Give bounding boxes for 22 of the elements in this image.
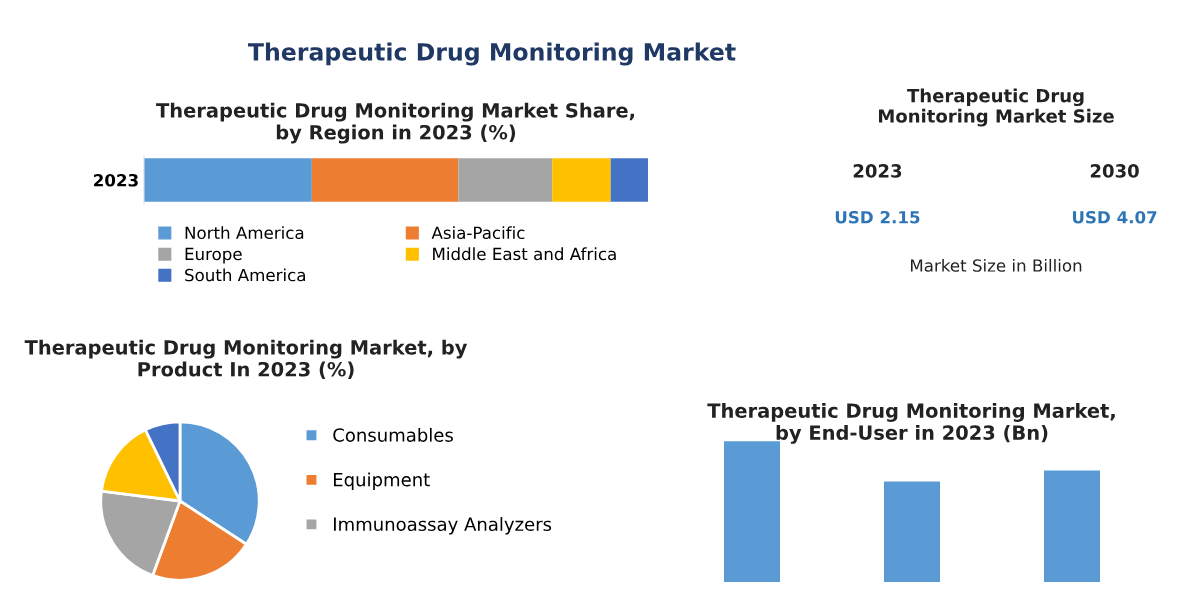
text: Market Size in Billion <box>910 258 1082 272</box>
text: Therapeutic Drug Monitoring Market Size <box>879 88 1114 127</box>
legend-label: North America <box>185 226 304 240</box>
bar <box>610 158 648 202</box>
legend-label: Europe <box>185 247 242 264</box>
text: 2030 <box>1090 164 1139 178</box>
legend-label: Consumables <box>333 427 453 442</box>
chart-title: Therapeutic Drug Monitoring Market, by End-User in 2023 (Bn) <box>707 402 1115 444</box>
bar <box>311 158 459 202</box>
legend-label: Middle East and Africa <box>433 247 616 261</box>
text: USD 4.07 <box>1072 210 1157 224</box>
text: Therapeutic Drug Monitoring Market <box>247 42 736 66</box>
legend-label: Asia-Pacific <box>431 226 525 240</box>
chart-title: Therapeutic Drug Monitoring Market, by Product In 2023 (%) <box>24 339 468 379</box>
chart-title: Therapeutic Drug Monitoring Market Share, by Region in 2023 (%) <box>156 102 635 144</box>
legend-label: South America <box>185 268 305 282</box>
bar <box>552 158 611 202</box>
legend-label: Equipment <box>334 472 430 490</box>
text: 2023 <box>94 173 138 187</box>
legend-label: Immunoassay Analyzers <box>334 517 552 535</box>
text: USD 2.15 <box>835 210 920 224</box>
bar <box>458 158 553 202</box>
